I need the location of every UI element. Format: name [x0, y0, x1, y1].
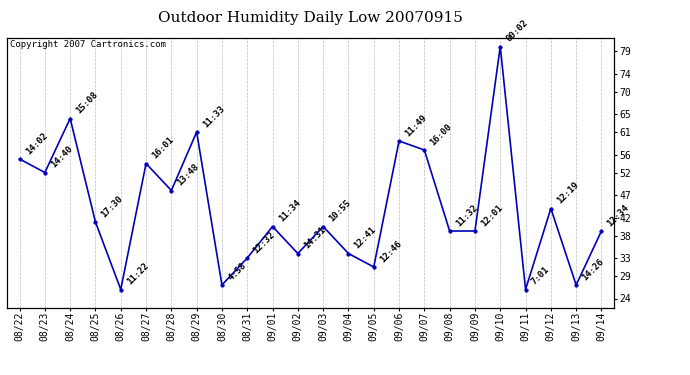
Text: 16:01: 16:01 [150, 135, 175, 161]
Text: 12:46: 12:46 [378, 239, 403, 264]
Text: 17:30: 17:30 [99, 194, 125, 219]
Text: 4:58: 4:58 [226, 261, 248, 282]
Text: 10:55: 10:55 [327, 198, 353, 224]
Text: 11:33: 11:33 [201, 104, 226, 129]
Text: 7:01: 7:01 [530, 265, 551, 287]
Text: 14:02: 14:02 [23, 131, 49, 156]
Text: 11:22: 11:22 [125, 261, 150, 287]
Text: 12:34: 12:34 [606, 203, 631, 228]
Text: 11:49: 11:49 [403, 113, 428, 138]
Text: 14:26: 14:26 [580, 257, 606, 282]
Text: 16:00: 16:00 [428, 122, 454, 147]
Text: 12:41: 12:41 [353, 225, 378, 251]
Text: 14:40: 14:40 [49, 144, 75, 170]
Text: Outdoor Humidity Daily Low 20070915: Outdoor Humidity Daily Low 20070915 [158, 11, 463, 25]
Text: 11:32: 11:32 [454, 203, 479, 228]
Text: 14:31: 14:31 [302, 225, 327, 251]
Text: 11:34: 11:34 [277, 198, 302, 224]
Text: 12:32: 12:32 [251, 230, 277, 255]
Text: 00:02: 00:02 [504, 18, 530, 44]
Text: Copyright 2007 Cartronics.com: Copyright 2007 Cartronics.com [10, 40, 166, 49]
Text: 15:08: 15:08 [75, 90, 99, 116]
Text: 13:48: 13:48 [175, 162, 201, 188]
Text: 12:01: 12:01 [479, 203, 504, 228]
Text: 12:19: 12:19 [555, 180, 580, 206]
